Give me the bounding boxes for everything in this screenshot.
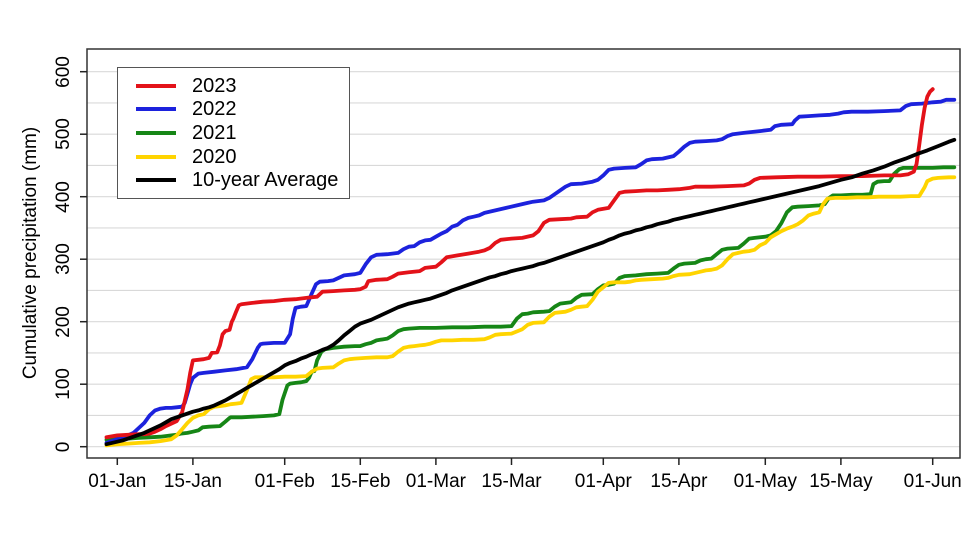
y-tick-label: 500 [53, 118, 74, 151]
legend-item: 10-year Average [118, 168, 349, 192]
y-tick-label: 100 [53, 368, 74, 401]
x-tick-label: 01-Jan [88, 471, 147, 492]
y-tick-label: 300 [53, 243, 74, 276]
x-tick-label: 15-Jan [163, 471, 222, 492]
x-tick-label: 15-Apr [650, 471, 708, 492]
legend-item: 2020 [118, 145, 349, 169]
x-tick-label: 01-Jun [903, 471, 962, 492]
legend-label: 2023 [192, 74, 237, 97]
legend-line-swatch [136, 154, 176, 159]
legend-item: 2021 [118, 121, 349, 145]
x-tick-label: 01-Apr [574, 471, 632, 492]
legend-label: 2021 [192, 121, 237, 144]
y-tick-label: 200 [53, 305, 74, 338]
legend-label: 10-year Average [192, 169, 339, 192]
y-tick-label: 600 [53, 55, 74, 88]
y-tick-label: 0 [53, 441, 74, 452]
legend-line-swatch [136, 130, 176, 135]
x-tick-label: 15-May [809, 471, 873, 492]
legend-item: 2023 [118, 74, 349, 98]
y-axis-title: Cumulative precipitation (mm) [20, 126, 41, 380]
x-tick-label: 15-Feb [330, 471, 391, 492]
legend-label: 2020 [192, 145, 237, 168]
legend: 2023 2022 2021 2020 10-year Average [117, 67, 350, 199]
legend-line-swatch [136, 178, 176, 183]
legend-line-swatch [136, 107, 176, 112]
legend-line-swatch [136, 83, 176, 88]
legend-item: 2022 [118, 98, 349, 122]
y-tick-label: 400 [53, 180, 74, 213]
x-tick-label: 01-May [733, 471, 797, 492]
x-tick-label: 15-Mar [481, 471, 542, 492]
x-tick-label: 01-Feb [254, 471, 315, 492]
legend-label: 2022 [192, 98, 237, 121]
x-tick-label: 01-Mar [405, 471, 466, 492]
